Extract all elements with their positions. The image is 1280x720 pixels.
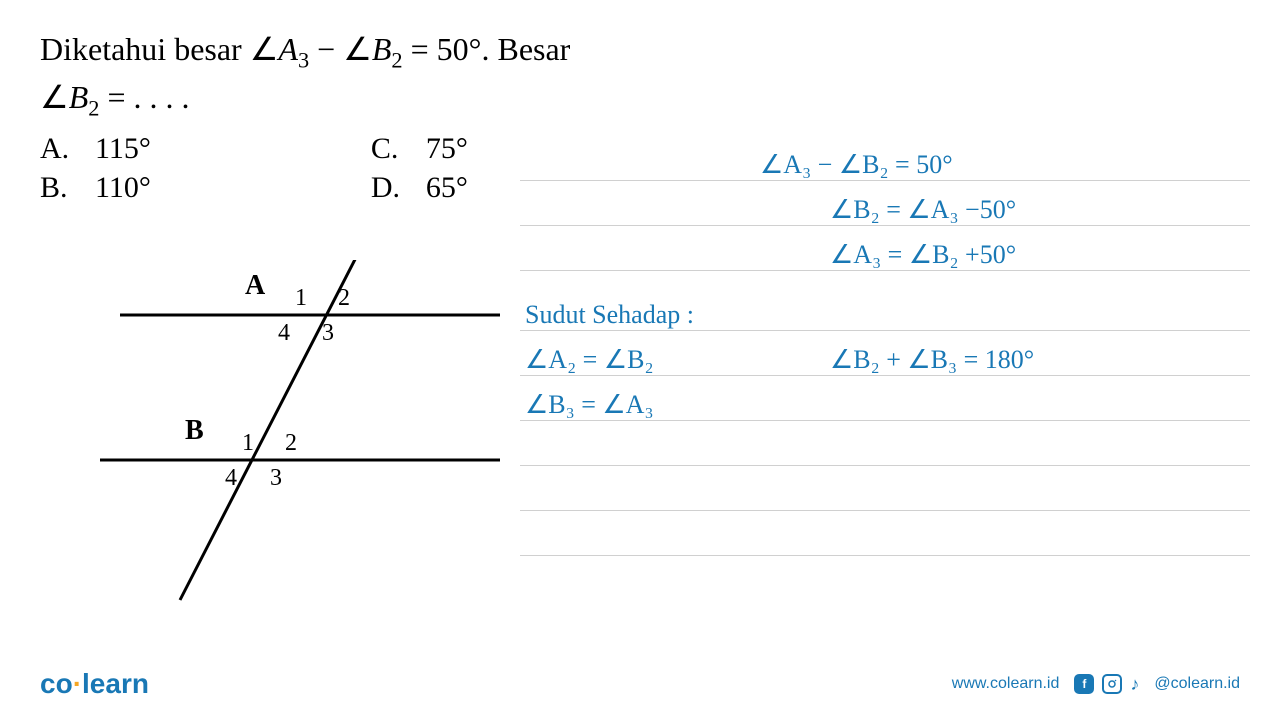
ruled-line <box>520 225 1250 226</box>
ruled-line <box>520 510 1250 511</box>
angle-number-b2: 2 <box>285 430 297 457</box>
ruled-line <box>520 270 1250 271</box>
handwritten-supplementary-0: ∠B₂ + ∠B₃ = 180° <box>830 345 1034 375</box>
ruled-line <box>520 180 1250 181</box>
ruled-line <box>520 375 1250 376</box>
instagram-icon <box>1102 674 1122 694</box>
ruled-line <box>520 330 1250 331</box>
angle-number-a4: 4 <box>278 320 290 347</box>
angle-number-a1: 1 <box>295 285 307 312</box>
angle-number-b1: 1 <box>242 430 254 457</box>
option-d: D. 65° <box>371 171 468 205</box>
ruled-line <box>520 420 1250 421</box>
handwritten-given-1: ∠B₂ = ∠A₃ −50° <box>830 195 1016 225</box>
angle-number-b3: 3 <box>270 465 282 492</box>
option-c: C. 75° <box>371 132 468 166</box>
tiktok-icon: ♪ <box>1130 674 1139 695</box>
facebook-icon: f <box>1074 674 1094 694</box>
point-label-A: A <box>245 270 265 302</box>
option-b: B. 110° <box>40 171 151 205</box>
ruled-line <box>520 465 1250 466</box>
handwritten-given-2: ∠A₃ = ∠B₂ +50° <box>830 240 1016 270</box>
handwritten-given-0: ∠A₃ − ∠B₂ = 50° <box>760 150 953 180</box>
footer-handle: @colearn.id <box>1154 675 1240 693</box>
handwritten-corresponding-2: ∠B₃ = ∠A₃ <box>525 390 654 420</box>
question-line-1: Diketahui besar ∠A3 − ∠B2 = 50°. Besar <box>40 30 1240 73</box>
angle-number-a3: 3 <box>322 320 334 347</box>
angle-number-b4: 4 <box>225 465 237 492</box>
handwritten-corresponding-0: Sudut Sehadap : <box>525 300 694 330</box>
handwritten-corresponding-1: ∠A₂ = ∠B₂ <box>525 345 654 375</box>
parallel-lines-diagram: AB12431243 <box>70 260 500 630</box>
footer-url: www.colearn.id <box>952 675 1060 693</box>
question-line-2: ∠B2 = . . . . <box>40 78 1240 121</box>
colearn-logo: co·learn <box>40 668 149 700</box>
point-label-B: B <box>185 415 204 447</box>
ruled-line <box>520 555 1250 556</box>
angle-number-a2: 2 <box>338 285 350 312</box>
option-a: A. 115° <box>40 132 151 166</box>
